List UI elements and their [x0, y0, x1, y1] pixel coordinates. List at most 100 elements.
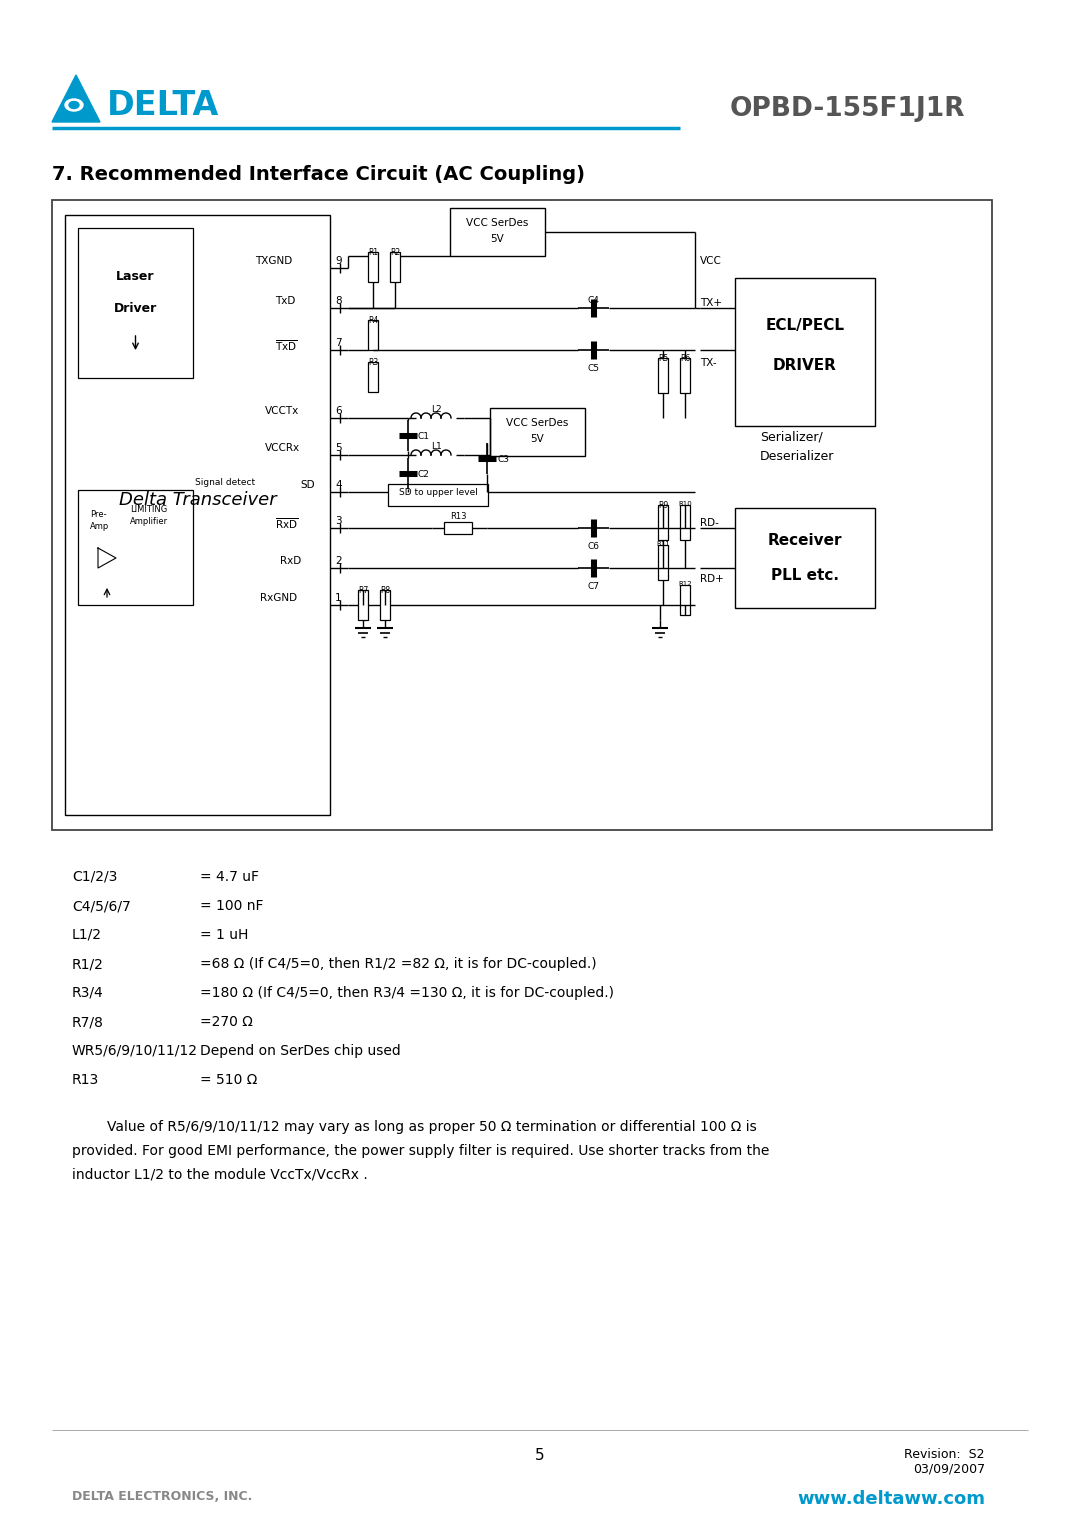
- Text: C5: C5: [588, 364, 599, 373]
- Text: ECL/PECL: ECL/PECL: [766, 318, 845, 333]
- Text: C7: C7: [588, 582, 599, 591]
- Text: SD to upper level: SD to upper level: [399, 487, 477, 497]
- Bar: [65, 215, 330, 814]
- Text: Pre-: Pre-: [90, 510, 107, 520]
- Text: TxD: TxD: [275, 296, 295, 306]
- Bar: [658, 504, 669, 539]
- Text: R9: R9: [658, 501, 669, 510]
- Text: TXGND: TXGND: [255, 257, 293, 266]
- Text: 5V: 5V: [530, 434, 544, 445]
- Text: = 4.7 uF: = 4.7 uF: [200, 869, 259, 885]
- Bar: [680, 585, 690, 614]
- Bar: [78, 228, 193, 377]
- Text: 7. Recommended Interface Circuit (AC Coupling): 7. Recommended Interface Circuit (AC Cou…: [52, 165, 585, 183]
- Text: R6: R6: [680, 354, 690, 364]
- Text: R7: R7: [357, 587, 368, 594]
- Text: SD: SD: [300, 480, 314, 490]
- Text: C3: C3: [497, 455, 509, 465]
- Text: R4: R4: [368, 316, 378, 325]
- Text: =68 Ω (If C4/5=0, then R1/2 =82 Ω, it is for DC-coupled.): =68 Ω (If C4/5=0, then R1/2 =82 Ω, it is…: [200, 957, 596, 970]
- Text: $\overline{\rm RxD}$: $\overline{\rm RxD}$: [275, 516, 298, 530]
- Text: R11: R11: [657, 541, 670, 547]
- Text: = 100 nF: = 100 nF: [200, 898, 264, 914]
- Text: R1/2: R1/2: [72, 957, 104, 970]
- Text: DRIVER: DRIVER: [773, 358, 837, 373]
- Text: C6: C6: [588, 542, 599, 552]
- Text: VCC SerDes: VCC SerDes: [467, 219, 529, 228]
- Text: RxD: RxD: [280, 556, 301, 565]
- Text: Amplifier: Amplifier: [130, 516, 168, 526]
- Text: Value of R5/6/9/10/11/12 may vary as long as proper 50 Ω termination or differen: Value of R5/6/9/10/11/12 may vary as lon…: [72, 1120, 769, 1181]
- Text: 4: 4: [335, 480, 341, 490]
- Text: =270 Ω: =270 Ω: [200, 1015, 253, 1028]
- Bar: [368, 362, 378, 393]
- Text: PLL etc.: PLL etc.: [771, 568, 839, 584]
- Polygon shape: [98, 549, 116, 568]
- Text: 9: 9: [335, 257, 341, 266]
- Text: R10: R10: [678, 501, 692, 507]
- Text: 3: 3: [335, 516, 341, 526]
- Text: 8: 8: [335, 296, 341, 306]
- Text: L1: L1: [431, 442, 442, 451]
- Text: R2: R2: [390, 248, 400, 257]
- Ellipse shape: [65, 99, 83, 112]
- Polygon shape: [52, 75, 100, 122]
- Text: 5: 5: [536, 1449, 544, 1462]
- Text: VCCTx: VCCTx: [265, 406, 299, 416]
- Text: C4/5/6/7: C4/5/6/7: [72, 898, 131, 914]
- Bar: [444, 523, 472, 533]
- Text: Deserializer: Deserializer: [760, 451, 835, 463]
- Text: DELTA: DELTA: [107, 89, 219, 122]
- Text: 2: 2: [335, 556, 341, 565]
- Text: 1: 1: [335, 593, 341, 604]
- Bar: [388, 484, 488, 506]
- Text: RD-: RD-: [700, 518, 719, 529]
- Bar: [490, 408, 585, 455]
- Text: L1/2: L1/2: [72, 927, 102, 941]
- Text: C2: C2: [418, 471, 430, 478]
- Bar: [357, 590, 368, 620]
- Bar: [735, 507, 875, 608]
- Text: 6: 6: [335, 406, 341, 416]
- Text: = 510 Ω: = 510 Ω: [200, 1073, 257, 1086]
- Bar: [52, 200, 993, 830]
- Text: R8: R8: [380, 587, 390, 594]
- Text: TX+: TX+: [700, 298, 723, 309]
- Text: R3: R3: [368, 358, 378, 367]
- Text: TX-: TX-: [700, 358, 717, 368]
- Text: Receiver: Receiver: [768, 533, 842, 549]
- Text: WR5/6/9/10/11/12: WR5/6/9/10/11/12: [72, 1044, 198, 1057]
- Text: RD+: RD+: [700, 575, 724, 584]
- Text: R5: R5: [658, 354, 669, 364]
- Text: DELTA ELECTRONICS, INC.: DELTA ELECTRONICS, INC.: [72, 1490, 253, 1504]
- Bar: [390, 252, 400, 283]
- Text: RxGND: RxGND: [260, 593, 297, 604]
- Text: VCC SerDes: VCC SerDes: [507, 419, 569, 428]
- Text: =180 Ω (If C4/5=0, then R3/4 =130 Ω, it is for DC-coupled.): =180 Ω (If C4/5=0, then R3/4 =130 Ω, it …: [200, 986, 615, 999]
- Text: R3/4: R3/4: [72, 986, 104, 999]
- Text: = 1 uH: = 1 uH: [200, 927, 248, 941]
- Ellipse shape: [69, 101, 79, 108]
- Text: Signal detect: Signal detect: [195, 478, 255, 487]
- Bar: [658, 358, 669, 393]
- Text: Laser: Laser: [117, 269, 154, 283]
- Text: www.deltaww.com: www.deltaww.com: [797, 1490, 985, 1508]
- Text: 5V: 5V: [490, 234, 504, 244]
- Text: 7: 7: [335, 338, 341, 348]
- Text: $\overline{\rm TxD}$: $\overline{\rm TxD}$: [275, 338, 297, 353]
- Text: Revision:  S2
03/09/2007: Revision: S2 03/09/2007: [905, 1449, 985, 1476]
- Bar: [450, 208, 545, 257]
- Text: R7/8: R7/8: [72, 1015, 104, 1028]
- Bar: [78, 490, 193, 605]
- Bar: [368, 252, 378, 283]
- Text: C1/2/3: C1/2/3: [72, 869, 118, 885]
- Bar: [735, 278, 875, 426]
- Text: L2: L2: [431, 405, 442, 414]
- Text: Delta Transceiver: Delta Transceiver: [119, 490, 276, 509]
- Bar: [368, 319, 378, 350]
- Text: R13: R13: [449, 512, 467, 521]
- Text: VCC: VCC: [700, 257, 721, 266]
- Text: Serializer/: Serializer/: [760, 429, 823, 443]
- Text: OPBD-155F1J1R: OPBD-155F1J1R: [730, 96, 966, 122]
- Text: Depend on SerDes chip used: Depend on SerDes chip used: [200, 1044, 401, 1057]
